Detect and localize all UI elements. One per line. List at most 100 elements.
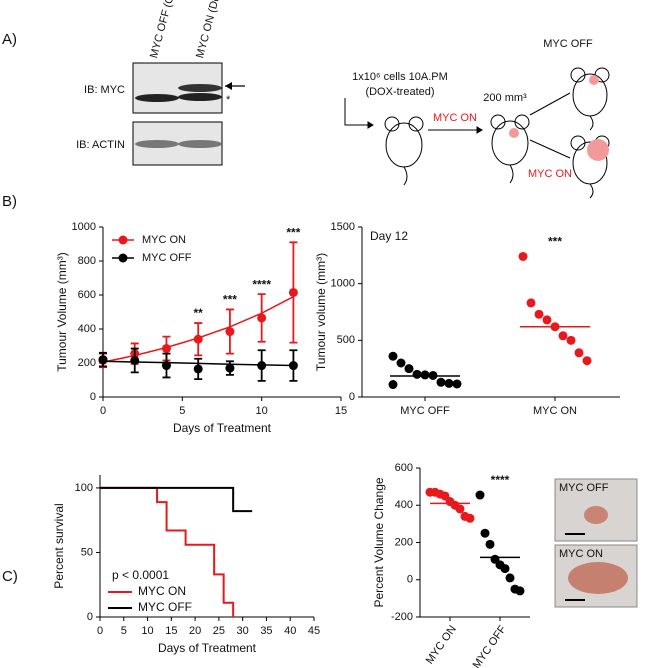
data-point — [582, 356, 592, 366]
x-tick-label: 45 — [308, 625, 320, 637]
arrow — [367, 121, 374, 129]
y-tick-label: 1500 — [331, 221, 355, 233]
data-point — [396, 358, 406, 368]
band-asterisk: * — [226, 94, 231, 106]
data-point — [444, 378, 454, 388]
y-tick-label: 200 — [78, 357, 96, 369]
y-tick-label: 500 — [337, 334, 355, 346]
y-tick-label: 400 — [395, 499, 413, 511]
blot-row-label: IB: ACTIN — [76, 139, 125, 151]
data-point — [130, 355, 140, 365]
x-tick-label: 0 — [100, 405, 106, 417]
significance: *** — [286, 225, 300, 239]
x-tick-label: 5 — [179, 405, 185, 417]
data-point — [505, 573, 515, 583]
y-tick-label: 100 — [75, 482, 93, 494]
data-point — [257, 361, 267, 371]
band-arrow — [225, 82, 232, 90]
mouse — [570, 67, 610, 131]
legend-label: MYC ON — [142, 234, 186, 246]
y-tick-label: 0 — [90, 391, 96, 403]
data-point — [98, 355, 108, 365]
data-point — [480, 528, 490, 538]
arrow — [476, 126, 483, 134]
x-tick-label: 30 — [237, 625, 249, 637]
diagram-text: MYC ON — [528, 168, 572, 180]
data-point — [566, 335, 576, 345]
x-tick-label: 5 — [121, 625, 127, 637]
legend-marker — [118, 235, 128, 245]
arrow — [529, 139, 571, 159]
data-point — [161, 344, 171, 354]
lane-label: MYC ON (Dox) — [194, 0, 225, 60]
data-point — [485, 539, 495, 549]
data-point — [257, 313, 267, 323]
y-axis-label: Tumour volume (mm³) — [314, 253, 328, 371]
y-tick-label: 1000 — [72, 221, 96, 233]
x-tick-label: 10 — [141, 625, 153, 637]
panel-label: C) — [2, 568, 18, 585]
data-point — [526, 298, 536, 308]
data-point — [574, 348, 584, 358]
blot-band — [178, 93, 222, 101]
diagram — [344, 67, 610, 199]
data-point — [388, 380, 398, 390]
x-axis-label: Days of Treatment — [173, 421, 272, 435]
annotation: p < 0.0001 — [112, 568, 169, 582]
significance: *** — [548, 235, 562, 249]
x-tick-label: 25 — [213, 625, 225, 637]
survival-curve — [100, 486, 235, 617]
data-point — [558, 331, 568, 341]
y-tick-label: 600 — [78, 289, 96, 301]
data-point — [288, 287, 298, 297]
data-point — [388, 351, 398, 361]
x-tick-label: 35 — [260, 625, 272, 637]
photo-label: MYC OFF — [559, 482, 609, 494]
blot-band — [135, 140, 179, 148]
y-tick-label: 200 — [395, 536, 413, 548]
chart-label: Day 12 — [370, 229, 408, 243]
data-point — [193, 364, 203, 374]
data-point — [193, 334, 203, 344]
data-point — [404, 364, 414, 374]
data-point — [475, 490, 485, 500]
y-axis-label: Percent survival — [52, 503, 66, 588]
y-axis-label: Percent Volume Change — [372, 477, 386, 607]
data-point — [534, 309, 544, 319]
y-tick-label: 800 — [78, 255, 96, 267]
y-tick-label: 50 — [81, 546, 93, 558]
data-point — [515, 586, 525, 596]
mouse — [384, 116, 424, 186]
data-point — [455, 504, 465, 514]
x-axis-label: Days of Treatment — [158, 641, 257, 655]
blot-band — [178, 84, 222, 92]
y-tick-label: 0 — [349, 391, 355, 403]
data-point — [288, 361, 298, 371]
y-tick-label: 0 — [407, 574, 413, 586]
photo-tumour — [568, 562, 628, 594]
y-tick-label: 600 — [395, 462, 413, 474]
diagram-text: MYC ON — [433, 112, 477, 124]
y-tick-label: 1000 — [331, 278, 355, 290]
x-tick-label: 20 — [189, 625, 201, 637]
significance: **** — [252, 277, 271, 291]
data-point — [500, 564, 510, 574]
data-point — [225, 327, 235, 337]
data-point — [420, 370, 430, 380]
photo-label: MYC ON — [559, 548, 603, 560]
diagram-text: (DOX-treated) — [365, 86, 434, 98]
data-point — [542, 315, 552, 325]
data-point — [465, 513, 475, 523]
x-tick-label: MYC ON — [424, 623, 459, 666]
x-tick-label: 15 — [335, 405, 347, 417]
x-tick-label: 0 — [97, 625, 103, 637]
y-tick-label: 400 — [78, 323, 96, 335]
data-point — [518, 251, 528, 261]
x-tick-label: MYC ON — [533, 405, 577, 417]
lane-label: MYC OFF (Con) — [148, 0, 180, 60]
data-point — [161, 361, 171, 371]
diagram-text: 200 mm³ — [483, 92, 527, 104]
data-point — [412, 369, 422, 379]
